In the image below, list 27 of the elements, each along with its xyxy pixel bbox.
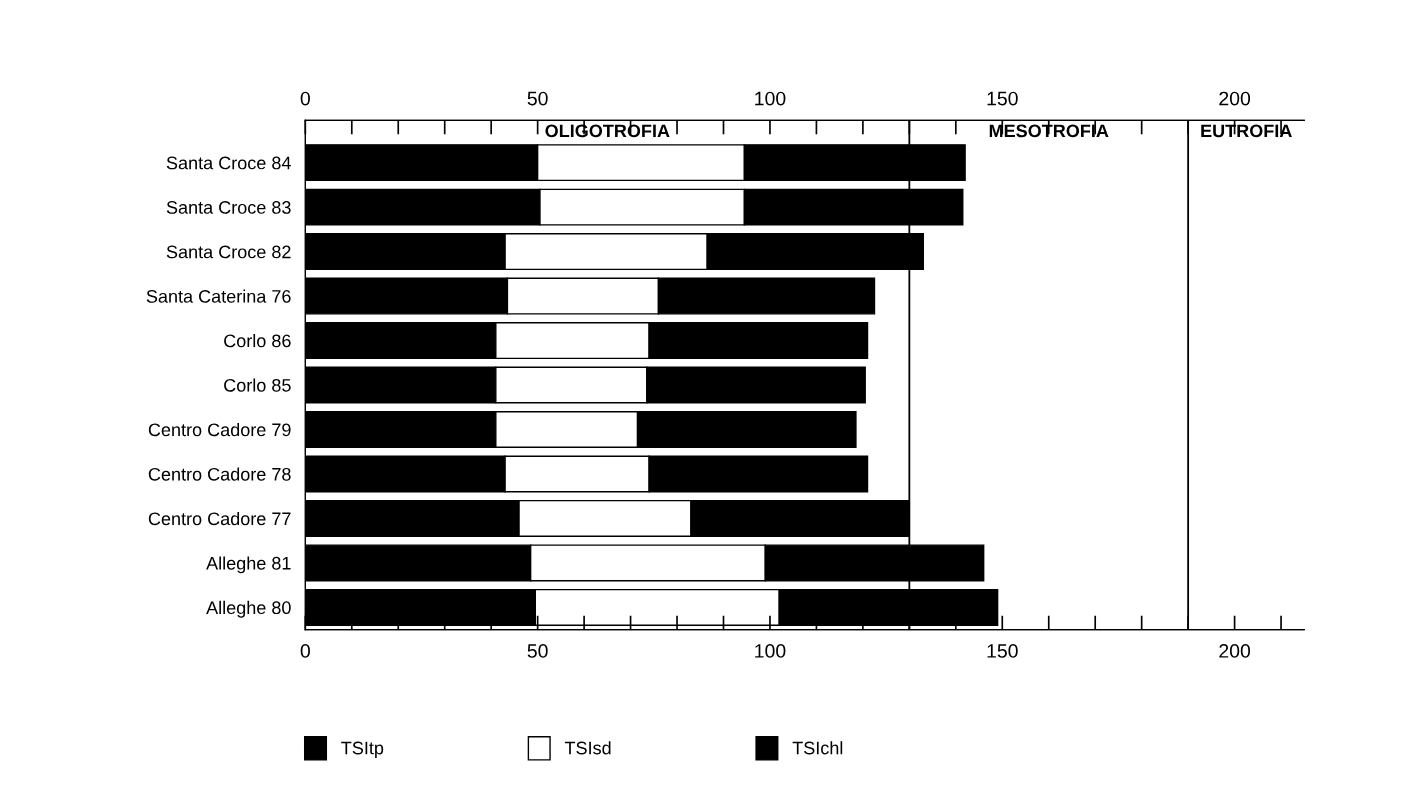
legend-label: TSItp [341,741,384,758]
annotation: EUTROFIA [1201,124,1292,138]
x-tick-label: 200 [1219,644,1251,658]
y-tick-label: Santa Croce 83 [166,201,291,214]
x-tick-label: 150 [987,644,1018,658]
x2-tick-label: 50 [527,91,548,106]
legend-label: TSIchl [792,741,843,755]
y-tick-label: Corlo 85 [224,378,291,392]
y-tick-label: Santa Croce 82 [166,245,291,259]
y-tick-label: Alleghe 80 [206,600,291,618]
legend-label: TSIsd [564,741,611,755]
y-tick-label: Centro Cadore 78 [148,467,291,481]
x2-tick-label: 150 [987,91,1018,106]
y-tick-label: Centro Cadore 77 [148,511,291,526]
y-tick-label: Corlo 86 [224,334,291,348]
y-tick-label: Centro Cadore 79 [148,422,291,437]
x-tick-label: 0 [300,644,310,658]
x-tick-label: 100 [755,644,786,658]
y-tick-label: Santa Croce 84 [166,156,291,170]
x2-tick-label: 200 [1219,91,1251,106]
x2-tick-label: 100 [755,91,786,106]
y-tick-label: Alleghe 81 [206,556,291,574]
x-tick-label: 50 [527,644,548,658]
y-tick-label: Santa Caterina 76 [146,289,291,303]
x2-tick-label: 0 [300,91,310,106]
annotation: MESOTROFIA [989,124,1109,138]
annotation: OLIGOTROFIA [545,124,670,138]
